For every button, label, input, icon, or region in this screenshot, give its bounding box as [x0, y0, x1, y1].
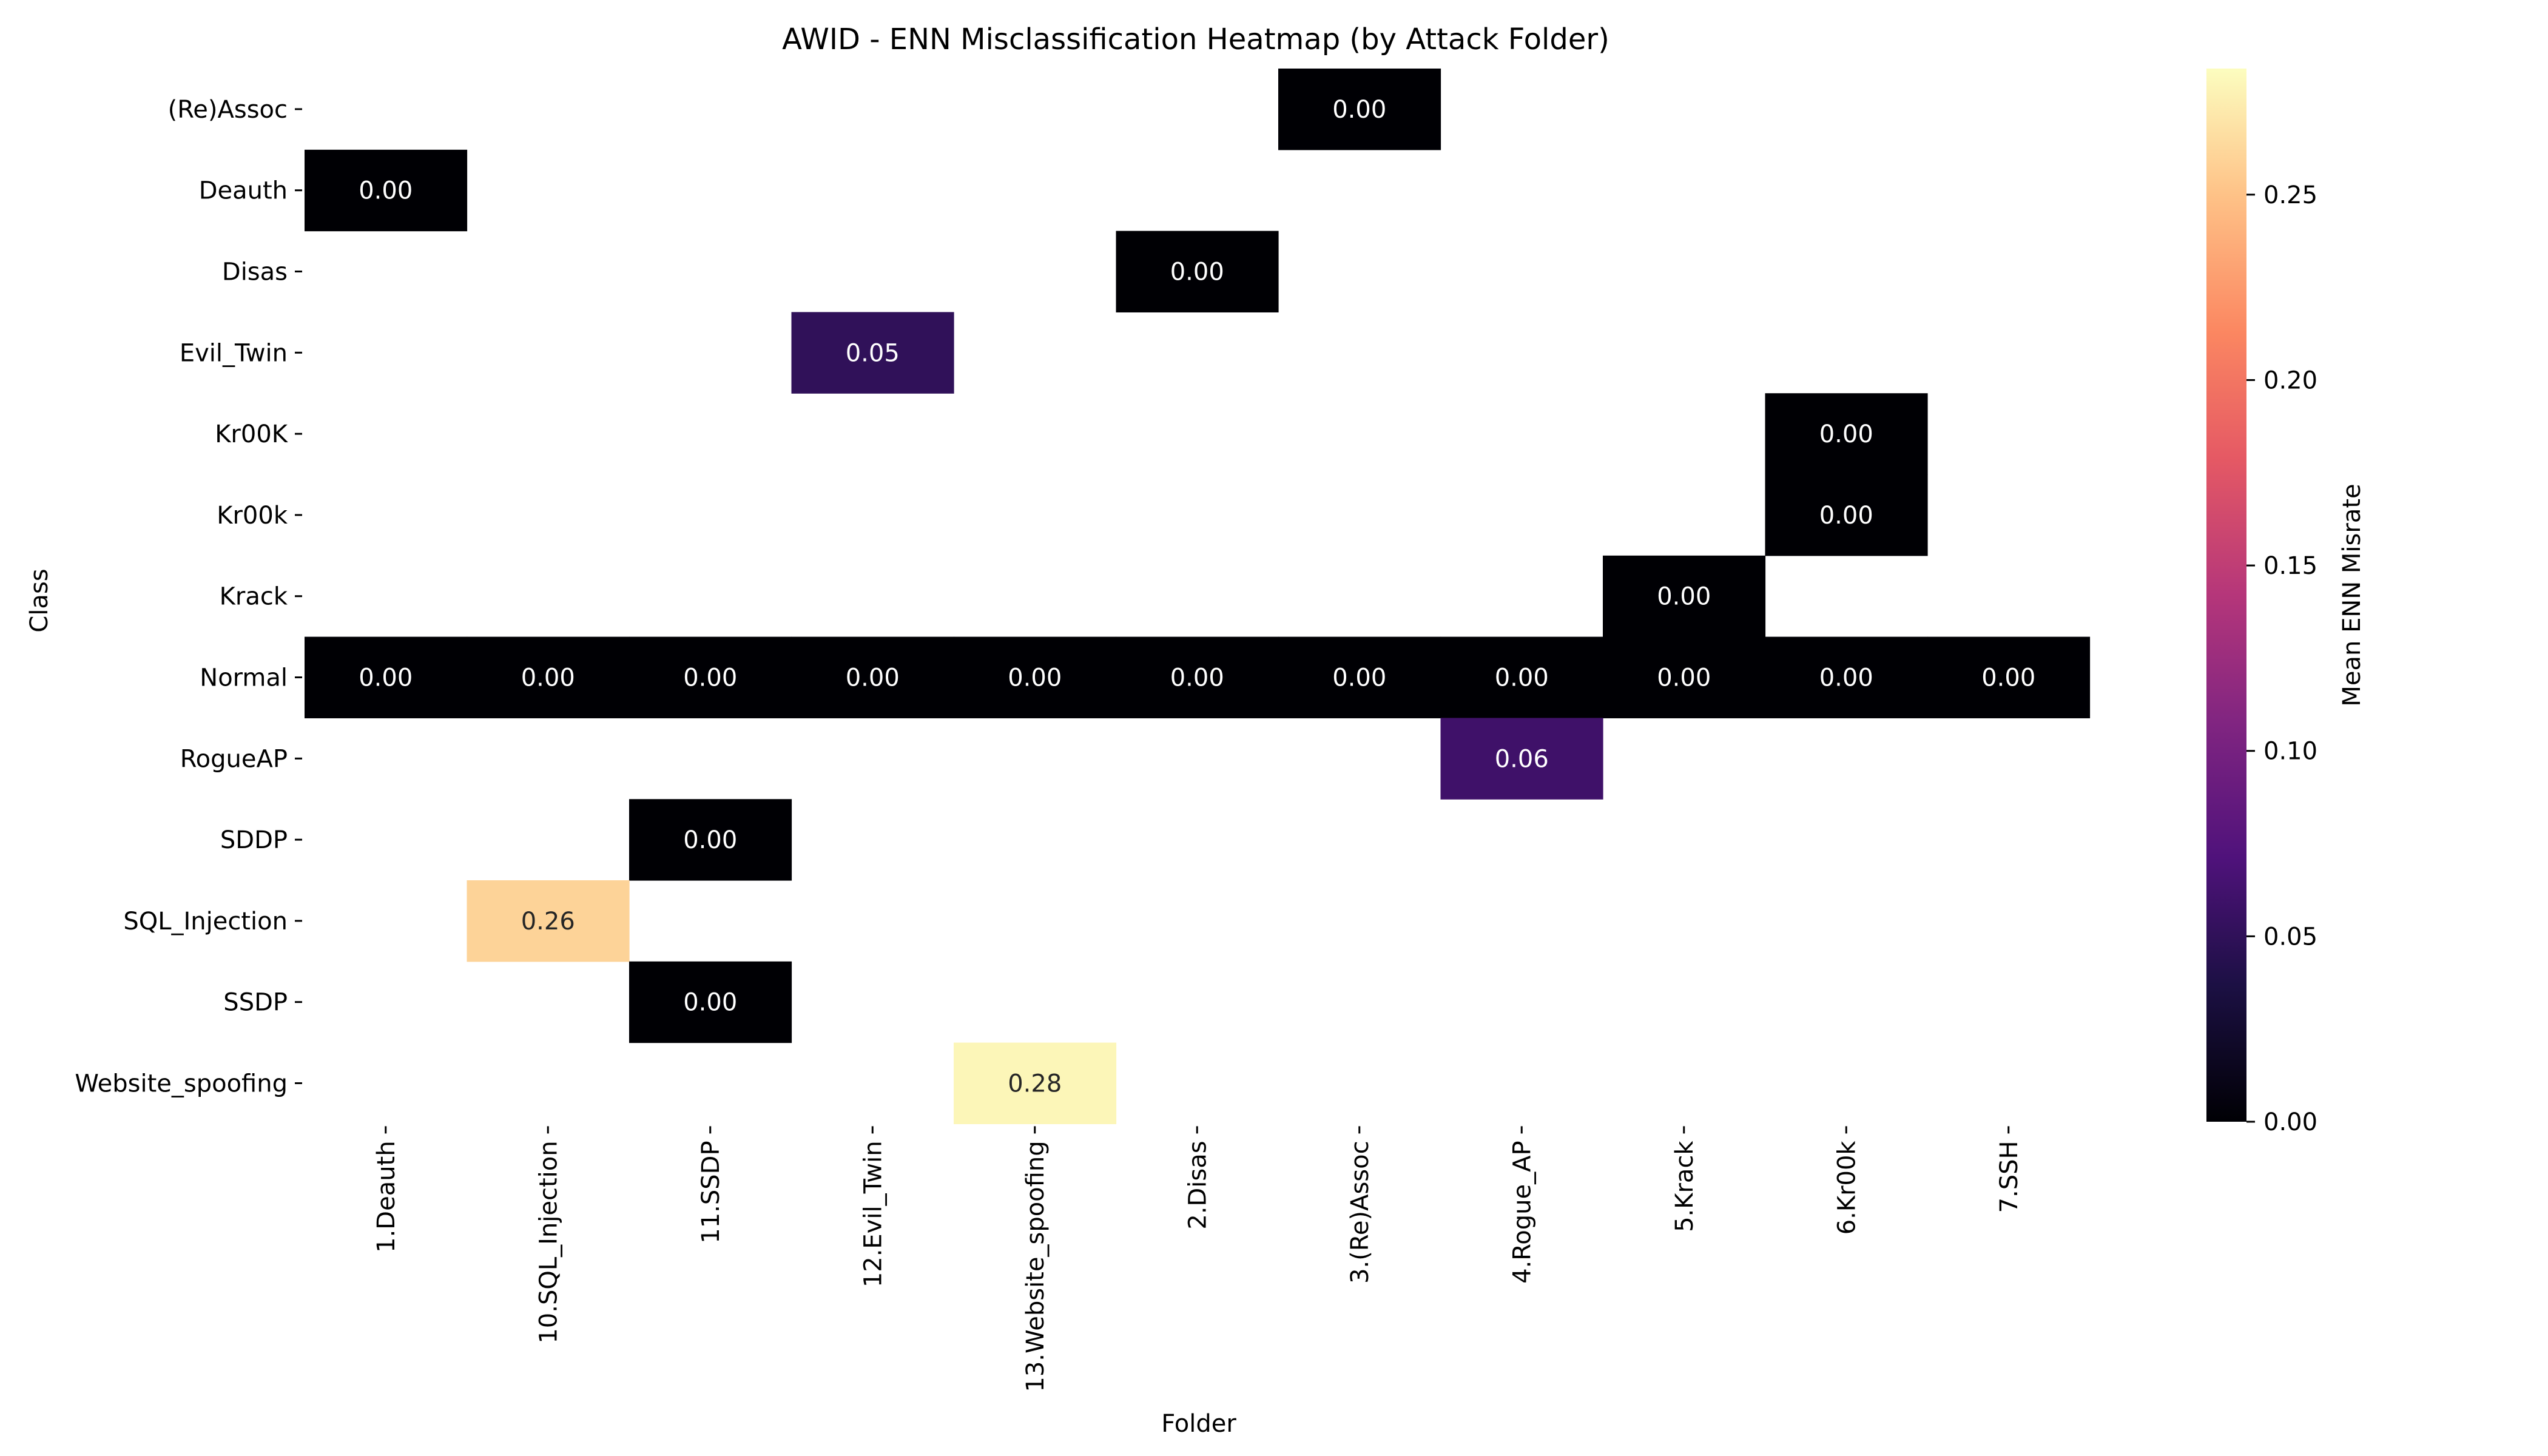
heatmap-cell [1765, 636, 1928, 718]
colorbar-tick-label: 0.15 [2263, 552, 2317, 580]
y-tick-label: SDDP [220, 826, 288, 854]
heatmap-cell [629, 961, 792, 1043]
y-tick-label: RogueAP [180, 745, 288, 773]
y-tick-label: Evil_Twin [180, 339, 288, 367]
y-axis: (Re)Assoc Deauth Disas Evil_Twin Kr00K Kr00k K… [75, 96, 302, 1098]
cell-value-label: 0.26 [521, 908, 575, 935]
x-tick-label: 6.Kr00k [1833, 1141, 1861, 1235]
x-tick-label: 10.SQL_Injection [534, 1141, 562, 1343]
heatmap-cell [1440, 718, 1603, 800]
heatmap-cell [1440, 636, 1603, 718]
heatmap-cell [467, 880, 630, 962]
cell-value-label: 0.00 [1819, 664, 1873, 692]
heatmap-cell [791, 636, 954, 718]
heatmap-cell [1765, 393, 1928, 475]
heatmap-cell [791, 312, 954, 394]
x-tick-label: 12.Evil_Twin [859, 1141, 887, 1287]
cell-value-label: 0.00 [359, 664, 413, 692]
y-tick-label: Kr00K [215, 420, 289, 448]
cell-value-label: 0.00 [1981, 664, 2035, 692]
y-axis-label: Class [25, 568, 53, 632]
heatmap-cell [1603, 636, 1766, 718]
heatmap-cell [1278, 636, 1441, 718]
colorbar-ticks: 0.00 0.05 0.10 0.15 0.20 0.25 [2246, 181, 2317, 1136]
x-tick-label: 7.SSH [1995, 1141, 2023, 1213]
heatmap-cell [1927, 636, 2091, 718]
cell-value-label: 0.00 [1170, 258, 1224, 286]
cell-value-label: 0.00 [1332, 664, 1386, 692]
colorbar-tick-label: 0.05 [2263, 923, 2317, 951]
y-tick-label: SSDP [223, 989, 288, 1017]
heatmap-cell [305, 636, 468, 718]
cell-value-label: 0.00 [521, 664, 575, 692]
cell-value-label: 0.00 [683, 989, 737, 1017]
heatmap-cell [1278, 69, 1441, 150]
x-tick-label: 2.Disas [1184, 1141, 1212, 1229]
colorbar-tick-label: 0.25 [2263, 181, 2317, 209]
cell-value-label: 0.00 [1332, 96, 1386, 124]
y-tick-label: Website_spoofing [75, 1070, 288, 1098]
x-axis-label: Folder [1161, 1410, 1236, 1438]
colorbar-tick-label: 0.10 [2263, 738, 2317, 766]
heatmap-cell [1116, 636, 1279, 718]
heatmap-cell [467, 636, 630, 718]
heatmap-cell [1603, 555, 1766, 638]
x-tick-label: 4.Rogue_AP [1508, 1141, 1536, 1283]
cell-value-label: 0.00 [1819, 420, 1873, 448]
y-tick-label: SQL_Injection [123, 908, 288, 935]
cell-value-label: 0.00 [846, 664, 900, 692]
chart-title: AWID - ENN Misclassification Heatmap (by… [782, 22, 1609, 56]
x-tick-label: 3.(Re)Assoc [1346, 1141, 1374, 1283]
cell-value-label: 0.00 [1657, 583, 1711, 611]
y-tick-label: (Re)Assoc [168, 96, 288, 124]
y-tick-label: Krack [220, 583, 288, 611]
heatmap-cell [305, 149, 468, 232]
cell-value-label: 0.00 [683, 664, 737, 692]
colorbar-tick-label: 0.00 [2263, 1108, 2317, 1136]
y-tick-label: Deauth [199, 177, 288, 205]
cell-value-label: 0.06 [1495, 745, 1549, 773]
cell-value-label: 0.00 [1170, 664, 1224, 692]
heatmap-cell-labels: 0.00 0.00 0.00 0.05 0.00 0.00 0.00 0.00 0.00 0.00… [359, 96, 2035, 1098]
x-tick-label: 13.Website_spoofing [1022, 1141, 1050, 1392]
cell-value-label: 0.00 [1657, 664, 1711, 692]
colorbar-tick-label: 0.20 [2263, 366, 2317, 394]
x-tick-label: 1.Deauth [372, 1141, 400, 1252]
heatmap-cell [954, 1042, 1117, 1124]
heatmap-cell [1116, 231, 1279, 312]
x-axis: 1.Deauth 10.SQL_Injection 11.SSDP 12.Evil_T… [372, 1126, 2023, 1392]
colorbar-gradient [2206, 69, 2246, 1122]
heatmap-cell [629, 799, 792, 881]
heatmap-cell [954, 636, 1117, 718]
colorbar: 0.00 0.05 0.10 0.15 0.20 0.25 Mean ENN Misrat… [2206, 69, 2366, 1136]
x-tick-label: 5.Krack [1671, 1141, 1699, 1232]
cell-value-label: 0.28 [1008, 1070, 1062, 1098]
cell-value-label: 0.00 [683, 826, 737, 854]
y-tick-label: Normal [200, 664, 288, 692]
cell-value-label: 0.05 [846, 339, 900, 367]
heatmap-cell [1765, 474, 1928, 556]
y-tick-label: Disas [222, 258, 288, 286]
cell-value-label: 0.00 [359, 177, 413, 205]
cell-value-label: 0.00 [1008, 664, 1062, 692]
heatmap-cell [629, 636, 792, 718]
cell-value-label: 0.00 [1495, 664, 1549, 692]
y-tick-label: Kr00k [217, 502, 288, 530]
x-tick-label: 11.SSDP [697, 1141, 725, 1243]
heatmap-cells [305, 69, 2091, 1124]
colorbar-label: Mean ENN Misrate [2338, 484, 2366, 706]
cell-value-label: 0.00 [1819, 502, 1873, 530]
